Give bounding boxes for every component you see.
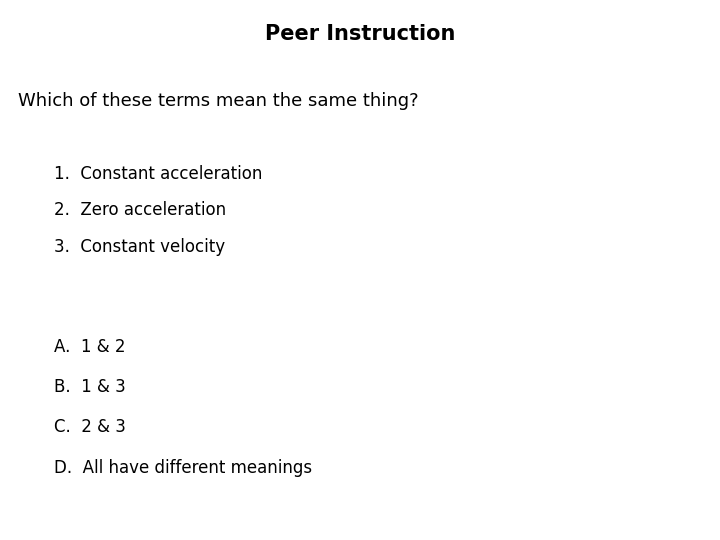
- Text: C.  2 & 3: C. 2 & 3: [54, 418, 126, 436]
- Text: 1.  Constant acceleration: 1. Constant acceleration: [54, 165, 262, 183]
- Text: A.  1 & 2: A. 1 & 2: [54, 338, 125, 355]
- Text: 3.  Constant velocity: 3. Constant velocity: [54, 238, 225, 256]
- Text: Peer Instruction: Peer Instruction: [265, 24, 455, 44]
- Text: B.  1 & 3: B. 1 & 3: [54, 378, 126, 396]
- Text: D.  All have different meanings: D. All have different meanings: [54, 459, 312, 477]
- Text: 2.  Zero acceleration: 2. Zero acceleration: [54, 201, 226, 219]
- Text: Which of these terms mean the same thing?: Which of these terms mean the same thing…: [18, 92, 418, 110]
